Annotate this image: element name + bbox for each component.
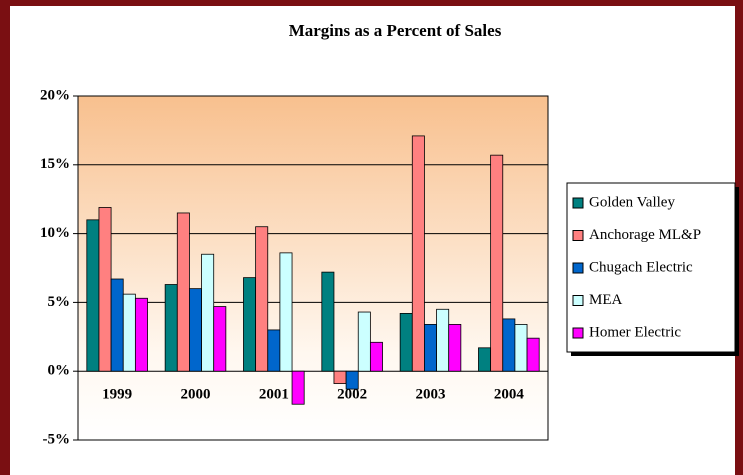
- bar: [201, 253, 215, 372]
- bar: [411, 135, 425, 372]
- bar: [526, 337, 540, 372]
- bar: [502, 318, 516, 372]
- bar: [436, 308, 450, 372]
- y-tick-label: 5%: [48, 294, 71, 310]
- y-tick-label: 20%: [40, 87, 70, 103]
- bar: [478, 347, 492, 372]
- y-tick-label: 15%: [40, 156, 70, 172]
- x-tick-label: 2003: [416, 387, 446, 403]
- bar: [321, 271, 335, 372]
- bar: [333, 370, 347, 384]
- x-tick-label: 2001: [259, 387, 289, 403]
- legend-swatch: [572, 262, 584, 274]
- bar: [110, 278, 124, 372]
- bar: [448, 324, 462, 372]
- legend-swatch: [572, 327, 584, 339]
- bar: [291, 370, 305, 405]
- legend: [566, 182, 736, 353]
- bar: [213, 306, 227, 372]
- bar: [243, 277, 257, 372]
- bar: [279, 252, 293, 372]
- legend-swatch: [572, 295, 584, 306]
- legend-label: Golden Valley: [589, 194, 675, 210]
- bar: [98, 207, 112, 372]
- bar: [490, 154, 504, 372]
- y-tick-label: -5%: [43, 431, 71, 447]
- bar: [514, 324, 528, 372]
- x-tick-label: 1999: [102, 387, 132, 403]
- x-tick-label: 2002: [337, 387, 367, 403]
- bar: [424, 324, 437, 372]
- x-tick-label: 2000: [181, 387, 211, 403]
- plot-area: [77, 95, 549, 441]
- y-tick-label: 0%: [48, 363, 71, 379]
- bar: [255, 226, 269, 372]
- bar: [134, 297, 148, 372]
- y-tick-label: 10%: [40, 225, 70, 241]
- bar: [357, 311, 371, 372]
- x-tick-label: 2004: [494, 387, 525, 403]
- legend-label: MEA: [589, 292, 623, 308]
- bar: [267, 329, 281, 372]
- legend-label: Homer Electric: [589, 324, 681, 340]
- legend-swatch: [572, 230, 584, 241]
- bar: [369, 341, 383, 372]
- legend-label: Chugach Electric: [589, 259, 693, 275]
- bar: [164, 284, 178, 372]
- bar: [86, 219, 100, 372]
- bar: [345, 370, 359, 390]
- bar: [176, 212, 190, 372]
- legend-swatch: [572, 197, 584, 209]
- bar: [122, 293, 136, 372]
- bar: [399, 313, 413, 372]
- bar: [189, 288, 202, 372]
- chart-title: Margins as a Percent of Sales: [289, 21, 502, 40]
- legend-label: Anchorage ML&P: [589, 227, 701, 243]
